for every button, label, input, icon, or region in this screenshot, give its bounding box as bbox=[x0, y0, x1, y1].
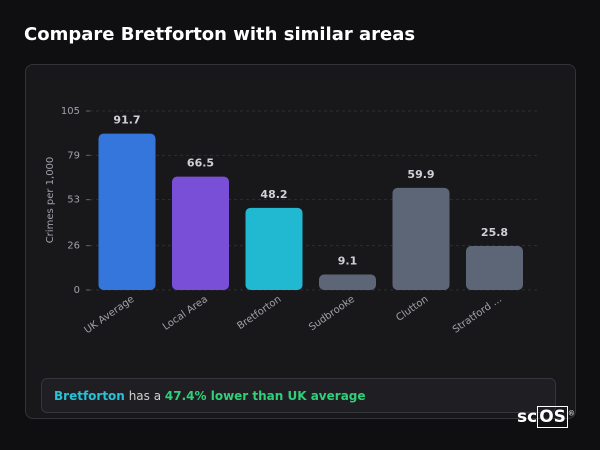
bar bbox=[392, 187, 450, 290]
value-label: 91.7 bbox=[113, 114, 140, 127]
value-label: 48.2 bbox=[260, 188, 287, 201]
y-tick-label: 105 bbox=[61, 106, 80, 117]
y-tick-label: 79 bbox=[67, 150, 80, 161]
bar bbox=[172, 176, 229, 290]
x-tick-label: UK Average bbox=[83, 294, 137, 336]
summary-highlight: 47.4% lower than UK average bbox=[164, 389, 366, 403]
x-tick-label: Clutton bbox=[394, 294, 430, 324]
y-tick-label: 26 bbox=[67, 241, 80, 252]
area-name: Bretforton bbox=[54, 389, 125, 403]
value-label: 9.1 bbox=[338, 254, 358, 267]
logo-mark: ® bbox=[567, 409, 575, 418]
x-tick-label: Stratford ... bbox=[451, 294, 504, 336]
bar bbox=[98, 133, 156, 290]
bar bbox=[319, 274, 376, 290]
y-tick-label: 53 bbox=[67, 195, 80, 206]
page-title: Compare Bretforton with similar areas bbox=[24, 24, 416, 45]
summary-text: has a bbox=[128, 389, 162, 403]
x-tick-label: Bretforton bbox=[235, 294, 283, 332]
value-label: 66.5 bbox=[187, 157, 214, 170]
value-label: 59.9 bbox=[407, 168, 434, 181]
bar bbox=[466, 246, 523, 290]
summary: Bretforton has a 47.4% lower than UK ave… bbox=[41, 378, 556, 413]
y-tick-label: 0 bbox=[74, 285, 80, 296]
value-label: 25.8 bbox=[481, 226, 508, 239]
x-tick-label: Local Area bbox=[161, 294, 210, 333]
x-tick-label: Sudbrooke bbox=[307, 294, 357, 333]
bar bbox=[245, 207, 303, 290]
logo-left: sc bbox=[517, 407, 538, 427]
logo: sc OS ® bbox=[517, 406, 575, 428]
logo-right: OS bbox=[537, 406, 568, 428]
y-axis-label: Crimes per 1,000 bbox=[45, 157, 56, 244]
